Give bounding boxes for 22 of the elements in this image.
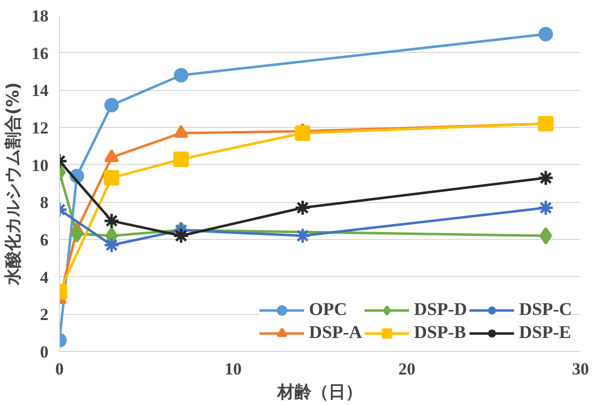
x-tick-label: 30 [572,360,589,378]
y-tick-label: 10 [32,156,48,175]
x-axis-title: 材齢（日） [276,382,362,402]
x-tick-label: 20 [398,360,416,378]
y-tick-label: 8 [40,193,48,212]
legend-label: DSP-C [519,299,572,320]
legend-label: DSP-B [414,322,466,343]
legend-label: DSP-A [309,322,362,343]
y-tick-label: 14 [32,81,49,100]
y-axis-title: 水酸化カルシウム割合(%) [4,82,24,286]
y-tick-label: 4 [40,268,49,287]
legend-label: DSP-D [414,299,467,320]
legend-label: OPC [309,299,347,320]
y-tick-label: 6 [40,230,48,250]
x-tick-label: 0 [55,360,64,378]
y-tick-label: 18 [32,6,48,26]
legend-label: DSP-E [519,322,572,343]
y-tick-label: 12 [32,118,48,138]
y-tick-label: 0 [40,342,48,362]
x-tick-label: 10 [224,360,242,378]
y-tick-label: 16 [32,44,48,63]
y-tick-label: 2 [40,305,48,324]
